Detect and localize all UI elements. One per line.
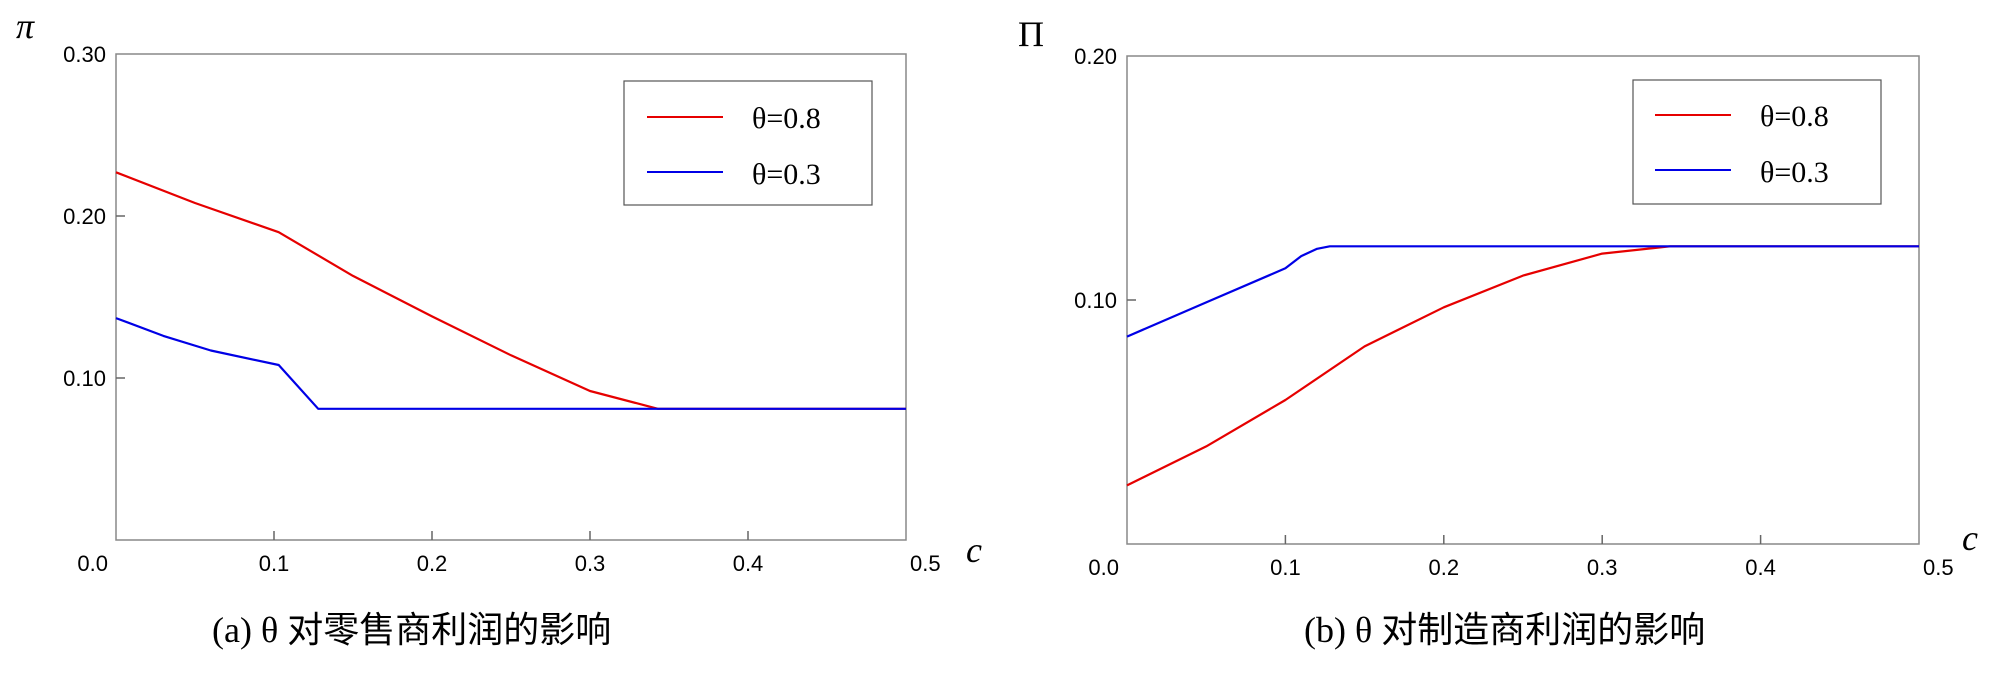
x-tick-label-b-0: 0.0 — [1088, 555, 1119, 580]
x-tick-label-b-5: 0.5 — [1923, 555, 1954, 580]
y-axis-label-a: π — [16, 6, 35, 46]
panel-b: 0.0 0.1 0.2 0.3 0.4 0.5 0.10 0.20 θ=0.8 θ=0.3 Π… — [1018, 14, 1978, 650]
legend-label-b-1: θ=0.3 — [1760, 156, 1829, 189]
x-tick-label-b-4: 0.4 — [1745, 555, 1776, 580]
legend-a: θ=0.8 θ=0.3 — [623, 80, 873, 206]
y-tick-label-a-2: 0.30 — [63, 42, 106, 67]
x-axis-label-b: c — [1962, 518, 1978, 558]
x-tick-label-a-2: 0.2 — [417, 551, 448, 576]
y-axis-label-b: Π — [1018, 14, 1044, 54]
x-tick-label-a-1: 0.1 — [259, 551, 290, 576]
y-tick-label-a-0: 0.10 — [63, 366, 106, 391]
series-line-a-0 — [115, 171, 906, 410]
legend-label-a-1: θ=0.3 — [752, 158, 821, 191]
x-axis-label-a: c — [966, 530, 982, 570]
legend-b: θ=0.8 θ=0.3 — [1632, 79, 1882, 205]
legend-label-a-0: θ=0.8 — [752, 102, 821, 135]
legend-box-a — [623, 80, 873, 206]
x-tick-label-a-0: 0.0 — [77, 551, 108, 576]
x-tick-label-a-5: 0.5 — [910, 551, 941, 576]
plot-frame-a — [115, 53, 907, 541]
x-tick-label-a-3: 0.3 — [575, 551, 606, 576]
x-tick-label-b-3: 0.3 — [1587, 555, 1618, 580]
x-tick-label-b-1: 0.1 — [1270, 555, 1301, 580]
y-tick-label-b-1: 0.20 — [1074, 44, 1117, 69]
caption-a: (a) θ 对零售商利润的影响 — [212, 610, 611, 650]
x-tick-label-a-4: 0.4 — [733, 551, 764, 576]
y-tick-label-a-1: 0.20 — [63, 204, 106, 229]
series-line-a-1 — [115, 317, 906, 410]
legend-label-b-0: θ=0.8 — [1760, 100, 1829, 133]
y-tick-label-b-0: 0.10 — [1074, 288, 1117, 313]
panel-a: 0.0 0.1 0.2 0.3 0.4 0.5 0.10 0.20 0.30 θ=0.8 θ=0… — [16, 6, 982, 650]
caption-b: (b) θ 对制造商利润的影响 — [1304, 610, 1705, 650]
series-line-b-0 — [1126, 245, 1919, 487]
series-line-b-1 — [1126, 245, 1919, 338]
legend-box-b — [1632, 79, 1882, 205]
x-tick-label-b-2: 0.2 — [1429, 555, 1460, 580]
